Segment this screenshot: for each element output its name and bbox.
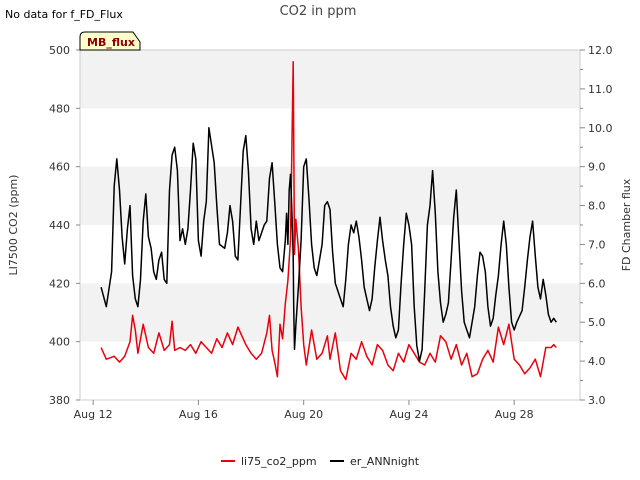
x-tick-label: Aug 12 <box>74 408 113 421</box>
y-tick-label: 400 <box>49 336 70 349</box>
no-data-note: No data for f_FD_Flux <box>5 8 123 21</box>
y2-tick-label: 7.0 <box>588 238 606 251</box>
y2-tick-label: 10.0 <box>588 122 613 135</box>
x-tick-label: Aug 24 <box>389 408 428 421</box>
x-tick-label: Aug 16 <box>179 408 218 421</box>
background-band <box>80 283 580 342</box>
left-axis: 380 400 420 440 460 480 500 <box>49 44 80 407</box>
series-line-er-annnight <box>100 127 557 362</box>
legend-label-li75: li75_co2_ppm <box>241 455 317 468</box>
y2-tick-label: 4.0 <box>588 355 606 368</box>
legend: li75_co2_ppm er_ANNnight <box>221 455 420 468</box>
series-layer <box>100 60 557 381</box>
x-axis: Aug 12 Aug 16 Aug 20 Aug 24 Aug 28 <box>74 400 534 421</box>
background-bands <box>80 50 580 342</box>
x-tick-label: Aug 20 <box>284 408 323 421</box>
series-line-li75-co2-ppm <box>100 60 557 381</box>
chart-title: CO2 in ppm <box>280 4 357 19</box>
y2-axis-title: FD Chamber flux <box>620 178 633 271</box>
y2-tick-label: 12.0 <box>588 44 613 57</box>
legend-label-er-annnight: er_ANNnight <box>350 455 420 468</box>
y2-tick-label: 8.0 <box>588 200 606 213</box>
y2-tick-label: 5.0 <box>588 316 606 329</box>
badge-label: MB_flux <box>87 36 135 49</box>
background-band <box>80 50 580 109</box>
y2-tick-label: 9.0 <box>588 161 606 174</box>
y-tick-label: 500 <box>49 44 70 57</box>
y-tick-label: 480 <box>49 102 70 115</box>
y2-tick-label: 11.0 <box>588 83 613 96</box>
y-tick-label: 440 <box>49 219 70 232</box>
x-tick-label: Aug 28 <box>495 408 534 421</box>
y-tick-label: 460 <box>49 161 70 174</box>
y-tick-label: 420 <box>49 277 70 290</box>
y-axis-title: LI7500 CO2 (ppm) <box>7 175 20 276</box>
y2-tick-label: 3.0 <box>588 394 606 407</box>
mb-flux-badge: MB_flux <box>79 31 141 51</box>
badge-shape <box>79 31 141 51</box>
y2-tick-label: 6.0 <box>588 277 606 290</box>
right-axis: 3.0 4.0 5.0 6.0 7.0 8.0 9.0 10.0 11.0 12.0 <box>580 44 613 407</box>
y-tick-label: 380 <box>49 394 70 407</box>
